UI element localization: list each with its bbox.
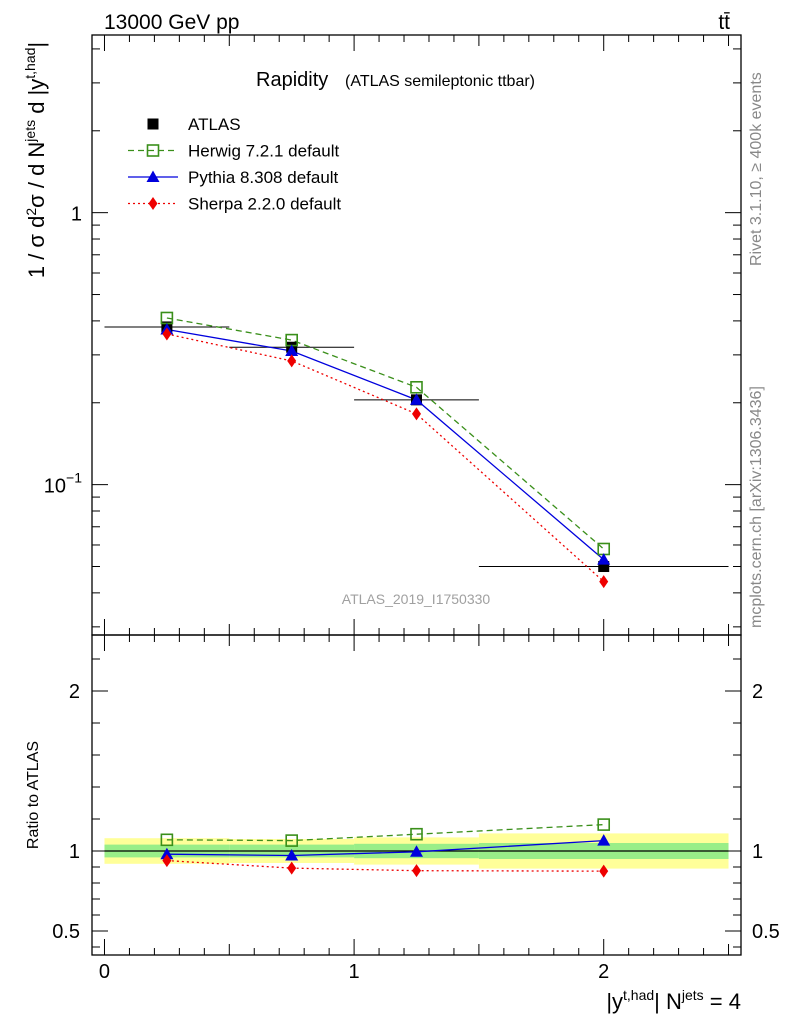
herwig-main-line [166,317,605,550]
x-tick-label: 2 [598,961,609,983]
legend-entry-herwig: Herwig 7.2.1 default [128,142,339,161]
main-y-axis: 10−1 1 [44,35,741,635]
herwig-ratio-point [285,834,298,847]
sherpa-main-point [412,407,421,421]
herwig-ratio-point [160,833,174,847]
legend-label: Herwig 7.2.1 default [188,142,339,161]
sherpa-main-point [599,575,609,589]
x-tick-label: 0 [99,961,110,983]
main-panel: 10−1 1 Rapidity (ATLAS semileptonic ttbar… [22,34,742,636]
legend: ATLAS Herwig 7.2.1 default Pythia 8.308 de… [128,115,341,214]
legend-marker [147,118,159,130]
legend-entry-pythia: Pythia 8.308 default [128,168,339,187]
main-bin-edges [104,326,729,568]
main-series-lines [166,317,605,583]
ratio-y-tick-label: 0.5 [52,921,80,943]
energy-label: 13000 GeV pp [104,11,239,34]
x-tick-label: 1 [349,961,360,983]
rivet-label: Rivet 3.1.10, ≥ 400k events [748,72,765,266]
data-main-point [598,561,610,573]
herwig-ratio-point [410,827,423,841]
main-y-tick-label: 1 [71,204,82,226]
pythia-main-line [166,328,605,561]
ratio-ylabel: Ratio to ATLAS [25,741,42,849]
main-y-tick-label: 10−1 [44,470,82,498]
legend-marker [146,170,160,182]
pythia-ratio-point [597,834,611,846]
ratio-y-tick-label: 2 [69,681,80,703]
pythia-ratio-point [410,845,423,857]
ratio-series-lines [166,823,604,872]
legend-label: Sherpa 2.2.0 default [188,195,341,214]
pythia-main-point [285,344,299,356]
main-subtitle: (ATLAS semileptonic ttbar) [345,73,535,90]
legend-marker [146,144,160,157]
ratio-axes: 0.5 0.5 1 1 2 2 0 1 2 [52,635,780,983]
herwig-ratio-line [166,823,604,842]
sherpa-ratio-point [412,864,421,878]
x-axis-label: |yt,had| Njets = 4 [606,987,741,1014]
mcplots-label: mcplots.cern.ch [arXiv:1306.3436] [748,386,765,628]
legend-label: ATLAS [188,115,241,134]
legend-label: Pythia 8.308 default [188,168,339,187]
main-title: Rapidity [256,69,328,91]
legend-entry-sherpa: Sherpa 2.2.0 default [128,195,341,214]
pythia-ratio-line [166,839,604,857]
ratio-y-tick-label-right: 0.5 [752,921,780,943]
pythia-ratio-point [160,847,174,860]
herwig-ratio-point [597,818,611,831]
ratio-plot-frame [91,634,742,956]
watermark-label: ATLAS_2019_I1750330 [342,591,491,607]
sherpa-ratio-point [287,861,297,875]
main-series-markers [160,311,611,589]
sherpa-ratio-point [162,854,172,868]
sherpa-ratio-point [599,864,609,878]
pythia-ratio-point [285,848,299,861]
pythia-main-point [597,553,611,565]
sherpa-main-line [166,333,605,583]
pythia-main-point [410,393,423,405]
sherpa-main-point [287,354,297,368]
ratio-y-tick-label-right: 2 [752,681,763,703]
herwig-main-point [410,380,423,394]
ratio-series-markers [160,818,611,878]
ratio-panel: 0.5 0.5 1 1 2 2 0 1 2 Ratio to ATLAS |yt,had| Nj… [25,634,780,1014]
main-ylabel: 1 / σ d2σ / d Njets d |yt,had| [22,42,49,278]
main-y-axis-label: 1 / σ d2σ / d Njets d |yt,had| [22,42,49,278]
xlabel: |yt,had| Njets = 4 [606,987,741,1014]
process-label: tt̄ [718,11,730,34]
ratio-y-tick-label-right: 1 [752,841,763,863]
ratio-y-axis-label: Ratio to ATLAS [25,741,42,849]
ratio-y-tick-label: 1 [69,841,80,863]
sherpa-main-point [162,327,172,341]
legend-marker [148,197,158,210]
legend-entry-data: ATLAS [147,115,241,134]
